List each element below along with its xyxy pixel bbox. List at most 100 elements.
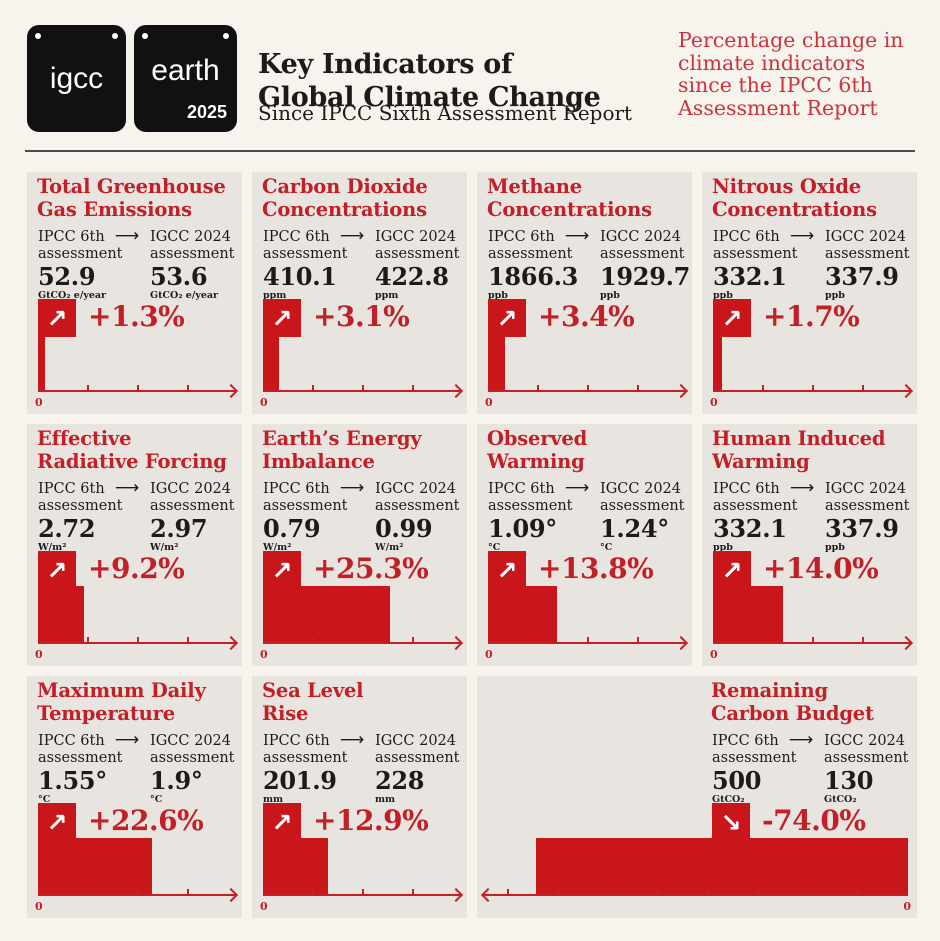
to-value: 130 [824, 766, 874, 795]
to-assessment: IGCC 2024 assessment 337.9 ppb [825, 481, 931, 553]
from-assessment: IPCC 6th assessment 332.1 ppb [713, 481, 819, 553]
from-unit: °C [488, 542, 501, 553]
indicator-card: Methane Concentrations IPCC 6th assessme… [477, 172, 692, 414]
axis-tick [637, 385, 639, 391]
axis-tick [412, 637, 414, 643]
axis-tick [812, 385, 814, 391]
to-assessment-label: IGCC 2024 assessment [375, 481, 460, 514]
from-unit: W/m² [38, 542, 67, 553]
change-percent: +14.0% [763, 552, 879, 585]
to-unit: W/m² [150, 542, 179, 553]
axis-tick [187, 889, 189, 895]
comparison-row: IPCC 6th assessment 1866.3 ppb ⟶ IGCC 20… [488, 226, 690, 301]
change-percent: -74.0% [762, 804, 866, 837]
trend-up-icon: ↗ [488, 299, 526, 337]
comparison-row: IPCC 6th assessment 52.9 GtCO₂ e/year ⟶ … [38, 226, 238, 301]
to-value: 1929.7 [600, 262, 691, 291]
axis-tick [812, 637, 814, 643]
axis-tick [362, 889, 364, 895]
axis-tick [657, 889, 659, 895]
change-percent: +1.3% [88, 300, 185, 333]
axis-tick [187, 385, 189, 391]
to-unit: mm [375, 794, 396, 805]
axis-tick [757, 889, 759, 895]
from-unit: ppb [488, 290, 508, 301]
axis-arrow-icon [223, 383, 239, 398]
bar-chart: 0 [260, 578, 464, 661]
from-assessment: IPCC 6th assessment 410.1 ppm [263, 229, 369, 301]
comparison-row: IPCC 6th assessment 1.09° °C ⟶ IGCC 2024… [488, 478, 688, 553]
axis-zero-label: 0 [260, 396, 268, 409]
axis-tick [637, 637, 639, 643]
logo-corner-dot-icon [223, 33, 229, 39]
change-percent: +22.6% [88, 804, 204, 837]
axis-tick [312, 889, 314, 895]
axis-arrow-icon [448, 887, 464, 902]
to-assessment: IGCC 2024 assessment 2.97 W/m² [150, 481, 256, 553]
right-arrow-icon: ⟶ [564, 226, 590, 246]
from-assessment: IPCC 6th assessment 0.79 W/m² [263, 481, 369, 553]
comparison-row: IPCC 6th assessment 332.1 ppb ⟶ IGCC 202… [713, 478, 913, 553]
axis-zero-label: 0 [903, 900, 911, 913]
from-value: 332.1 [713, 262, 787, 291]
axis-arrow-icon [898, 383, 914, 398]
earth-logo-text: earth [151, 53, 220, 87]
axis-arrow-icon [480, 887, 496, 902]
card-title: Sea Level Rise [262, 679, 364, 725]
bar-chart: 0 [710, 326, 914, 409]
to-assessment-label: IGCC 2024 assessment [600, 481, 685, 514]
card-title: Earth’s Energy Imbalance [262, 427, 422, 473]
axis-tick [557, 889, 559, 895]
axis-tick [537, 637, 539, 643]
axis-tick [507, 889, 509, 895]
x-axis [263, 894, 460, 896]
to-assessment: IGCC 2024 assessment 422.8 ppm [375, 229, 481, 301]
axis-arrow-icon [673, 383, 689, 398]
to-assessment: IGCC 2024 assessment 228 mm [375, 733, 481, 805]
x-axis [38, 642, 235, 644]
card-content: Methane Concentrations IPCC 6th assessme… [477, 172, 692, 342]
card-content: Total Greenhouse Gas Emissions IPCC 6th … [27, 172, 242, 342]
axis-arrow-icon [223, 635, 239, 650]
from-assessment: IPCC 6th assessment 2.72 W/m² [38, 481, 144, 553]
right-arrow-icon: ⟶ [339, 478, 365, 498]
from-unit: W/m² [263, 542, 292, 553]
from-value: 1.09° [488, 514, 557, 543]
igcc-logo-text: igcc [49, 61, 104, 95]
x-axis [488, 642, 685, 644]
to-value: 53.6 [150, 262, 208, 291]
x-axis [38, 390, 235, 392]
axis-tick [707, 889, 709, 895]
from-value: 201.9 [263, 766, 337, 795]
axis-zero-label: 0 [485, 396, 493, 409]
card-title: Effective Radiative Forcing [37, 427, 227, 473]
to-assessment-label: IGCC 2024 assessment [825, 481, 910, 514]
from-value: 500 [712, 766, 762, 795]
axis-arrow-icon [448, 635, 464, 650]
from-unit: ppb [713, 542, 733, 553]
right-arrow-icon: ⟶ [114, 226, 140, 246]
from-assessment-label: IPCC 6th assessment [263, 481, 348, 514]
axis-tick [137, 889, 139, 895]
to-unit: ppb [600, 290, 620, 301]
card-content: Maximum Daily Temperature IPCC 6th asses… [27, 676, 242, 846]
to-assessment-label: IGCC 2024 assessment [150, 733, 235, 766]
bar-chart: 0 [485, 578, 689, 661]
to-assessment: IGCC 2024 assessment 53.6 GtCO₂ e/year [150, 229, 256, 301]
trend-up-icon: ↗ [488, 551, 526, 589]
logo-corner-dot-icon [112, 33, 118, 39]
from-assessment-label: IPCC 6th assessment [713, 229, 798, 262]
axis-tick [412, 889, 414, 895]
axis-tick [762, 637, 764, 643]
to-unit: W/m² [375, 542, 404, 553]
indicator-card: Carbon Dioxide Concentrations IPCC 6th a… [252, 172, 467, 414]
axis-tick [187, 637, 189, 643]
bar [713, 334, 722, 390]
axis-tick [587, 385, 589, 391]
from-unit: ppb [713, 290, 733, 301]
page-subtitle: Since IPCC Sixth Assessment Report [258, 101, 633, 125]
from-assessment-label: IPCC 6th assessment [488, 229, 573, 262]
earth-2025-logo: earth 2025 [134, 25, 237, 132]
from-assessment-label: IPCC 6th assessment [38, 481, 123, 514]
axis-zero-label: 0 [710, 396, 718, 409]
